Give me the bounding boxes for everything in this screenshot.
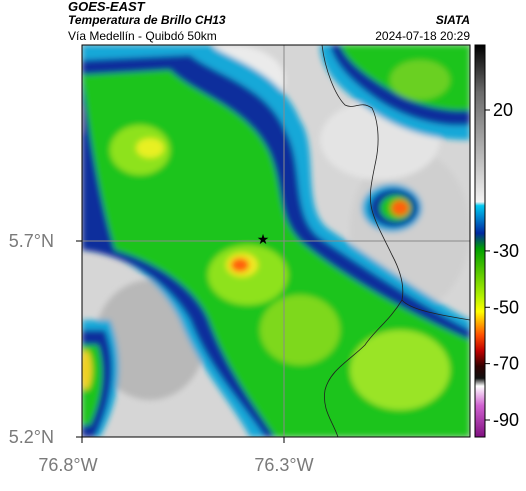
colorbar [474,44,486,438]
route-subtitle: Vía Medellín - Quibdó 50km [68,29,217,43]
lat-label-top: 5.7°N [9,231,54,251]
lon-label-left: 76.8°W [38,455,97,475]
colorbar-tick-label: -50 [493,297,519,317]
datetime-label: 2024-07-18 20:29 [375,29,470,43]
star-icon: ★ [257,231,270,247]
lat-label-bottom: 5.2°N [9,427,54,447]
colorbar-ticks: 20 -30 -50 -70 -90 [485,100,519,430]
cloud-imagery [82,45,470,437]
colorbar-tick-label: 20 [493,100,513,120]
satellite-name: GOES-EAST [68,0,145,14]
colorbar-tick-label: -70 [493,354,519,374]
lon-label-right: 76.3°W [254,455,313,475]
colorbar-tick-label: -30 [493,241,519,261]
product-title: Temperatura de Brillo CH13 [68,13,226,27]
colorbar-tick-label: -90 [493,410,519,430]
agency-label: SIATA [435,13,470,27]
